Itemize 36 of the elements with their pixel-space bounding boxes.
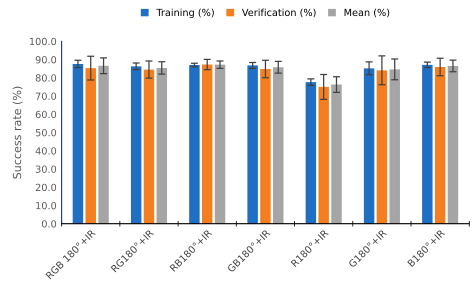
bar	[273, 67, 284, 224]
bar	[130, 66, 142, 224]
bar	[364, 68, 374, 224]
y-tick-label: 0.0	[42, 220, 56, 228]
y-tick-label: 90.0	[36, 56, 56, 64]
y-tick-label: 50.0	[36, 129, 56, 136]
bar	[318, 86, 329, 224]
bar	[98, 66, 109, 224]
bar	[331, 84, 342, 224]
bar	[214, 64, 226, 224]
bar	[189, 65, 200, 224]
legend-label: Mean (%)	[344, 8, 390, 18]
bar	[306, 82, 316, 224]
bar	[389, 69, 400, 224]
bar	[448, 66, 458, 224]
y-tick-label: 40.0	[36, 147, 56, 155]
bar	[422, 64, 433, 224]
bar	[85, 68, 96, 224]
legend-label: Verification (%)	[242, 8, 316, 18]
legend-label: Training (%)	[156, 8, 214, 18]
y-tick-label: 100.0	[30, 38, 56, 46]
y-tick-label: 20.0	[36, 184, 56, 192]
y-tick-label: 70.0	[36, 92, 56, 100]
bar	[376, 70, 388, 224]
bar	[144, 70, 154, 224]
bar	[156, 68, 168, 224]
bar	[72, 64, 84, 224]
bar	[202, 64, 212, 224]
bar	[247, 65, 258, 224]
y-axis-title: Success rate (%)	[12, 86, 23, 179]
y-tick-label: 10.0	[36, 202, 56, 210]
bar	[260, 69, 271, 224]
bar	[434, 67, 446, 224]
y-tick-label: 80.0	[36, 74, 56, 82]
y-tick-label: 60.0	[36, 110, 56, 118]
y-tick-label: 30.0	[36, 165, 56, 173]
